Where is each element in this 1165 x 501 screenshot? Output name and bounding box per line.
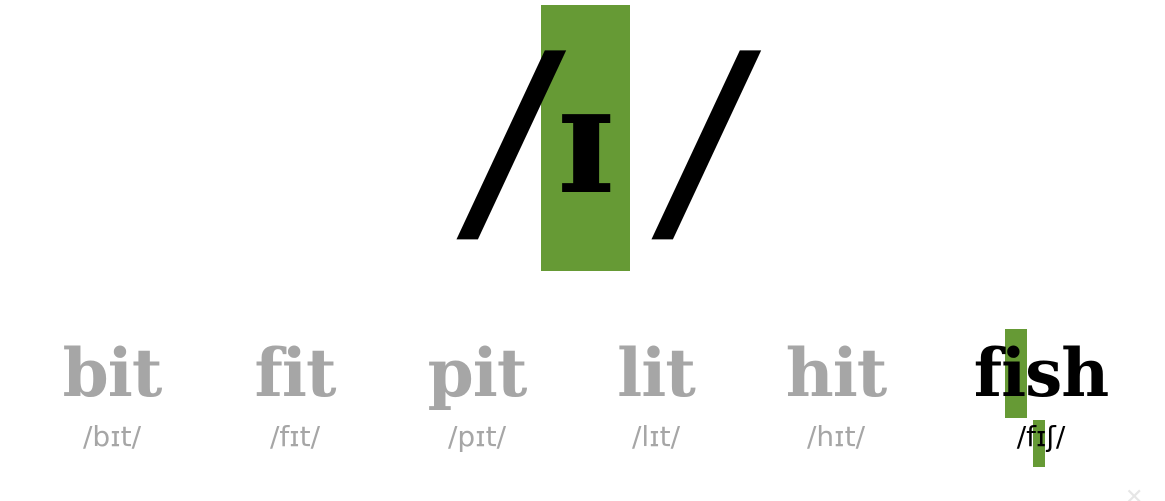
word-transcription: /bɪt/ [82, 420, 142, 453]
phoneme-highlight [541, 5, 630, 271]
phoneme-close-slash: / [640, 6, 779, 273]
phoneme-symbol: ɪ [557, 52, 614, 228]
active-word-letter-highlight [1005, 329, 1027, 418]
example-word-lit[interactable]: lit /lɪt/ [556, 340, 756, 454]
example-word-fish[interactable]: fish /fɪʃ/ [941, 340, 1141, 454]
example-word-pit[interactable]: pit /pɪt/ [377, 340, 577, 454]
example-word-hit[interactable]: hit /hɪt/ [736, 340, 936, 454]
word-spelling: bit [62, 334, 163, 412]
example-word-fit[interactable]: fit /fɪt/ [195, 340, 395, 454]
word-transcription: /hɪt/ [807, 420, 865, 453]
word-spelling: pit [427, 334, 528, 412]
phoneme-open-slash: / [445, 6, 584, 273]
word-spelling: fish [973, 334, 1110, 412]
active-word-phoneme-highlight [1033, 420, 1045, 467]
word-spelling: lit [617, 334, 696, 412]
word-transcription: /fɪʃ/ [1016, 420, 1066, 453]
word-transcription: /lɪt/ [631, 420, 681, 453]
word-transcription: /pɪt/ [447, 420, 507, 453]
word-spelling: hit [785, 334, 888, 412]
word-transcription: /fɪt/ [269, 420, 321, 453]
corner-watermark-icon: ✕ [1125, 485, 1144, 501]
word-spelling: fit [254, 334, 337, 412]
example-word-bit[interactable]: bit /bɪt/ [12, 340, 212, 454]
